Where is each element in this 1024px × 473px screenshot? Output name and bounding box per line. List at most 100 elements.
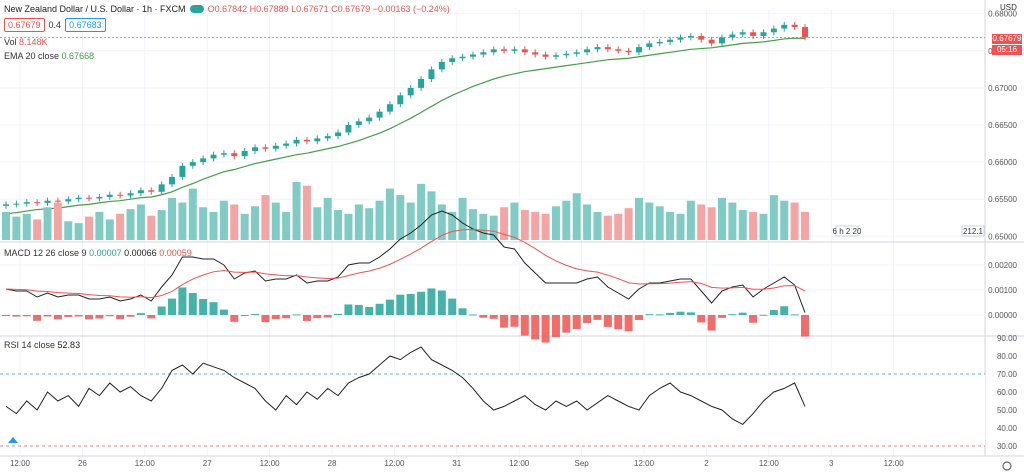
macd-hist-bar (344, 304, 353, 315)
macd-hist-bar (634, 315, 643, 321)
volume-bar (385, 188, 394, 240)
volume-bar (365, 208, 374, 240)
volume-bar (655, 206, 664, 240)
volume-bar (479, 213, 488, 240)
volume-bar (74, 223, 83, 240)
candle-body (137, 190, 144, 194)
macd-hist-bar (717, 315, 726, 318)
volume-bar (593, 211, 602, 240)
candle-body (366, 117, 373, 122)
candle-body (469, 54, 476, 57)
candle-body (314, 138, 321, 142)
macd-hist-bar (801, 315, 809, 337)
volume-bar (634, 197, 643, 240)
volume-bar (666, 211, 675, 240)
rsi-legend[interactable]: RSI 14 close 52.83 (4, 340, 81, 350)
volume-bar (551, 206, 560, 240)
macd-hist-bar (510, 315, 519, 327)
candle-body (428, 69, 435, 79)
candle-body (770, 28, 777, 33)
volume-legend[interactable]: Vol 8.148K (4, 37, 48, 47)
buy-price-button[interactable]: 0.67683 (65, 18, 106, 32)
candle-body (438, 61, 445, 70)
macd-hist-bar (85, 315, 94, 320)
candle-body (127, 193, 134, 196)
candle-body (86, 197, 93, 199)
symbol-title[interactable]: New Zealand Dollar / U.S. Dollar · 1h · … (4, 4, 186, 14)
rsi-axis-label: 30.00 (997, 442, 1018, 451)
candle-body (521, 49, 528, 53)
candle-body (272, 145, 279, 149)
time-axis-label: 3 (829, 459, 834, 468)
candle-body (210, 154, 217, 159)
macd-legend[interactable]: MACD 12 26 close 9 0.00007 0.00066 0.000… (4, 248, 192, 258)
candle-body (584, 49, 591, 53)
volume-bar (157, 210, 166, 240)
volume-bar (95, 211, 104, 240)
rsi-axis-label: 70.00 (997, 370, 1018, 379)
macd-hist-bar (759, 314, 768, 316)
candle-body (563, 53, 570, 56)
macd-hist-bar (251, 313, 260, 315)
macd-hist-bar (74, 315, 83, 317)
volume-bar (562, 200, 571, 240)
sell-price-button[interactable]: 0.67679 (4, 18, 45, 32)
volume-bar (707, 207, 716, 240)
signal-line (5, 229, 806, 299)
candle-body (625, 50, 632, 53)
candle-body (667, 39, 674, 42)
volume-bar (354, 204, 363, 240)
candle-body (708, 39, 715, 44)
macd-hist-bar (136, 313, 145, 315)
candle-body (345, 125, 352, 133)
candle-body (635, 47, 642, 53)
candle-body (418, 79, 425, 88)
volume-bar (531, 211, 540, 240)
volume-bar (489, 215, 498, 240)
volume-bar (261, 195, 270, 240)
chart-header: New Zealand Dollar / U.S. Dollar · 1h · … (4, 4, 450, 14)
candle-body (293, 139, 300, 144)
volume-bar (64, 221, 73, 240)
candle-body (335, 132, 342, 137)
candle-body (376, 111, 383, 118)
candle-body (802, 27, 808, 38)
macd-hist-bar (406, 293, 415, 315)
candle-body (96, 196, 103, 199)
volume-bar (22, 213, 31, 240)
candle-body (23, 202, 30, 204)
macd-hist-bar (479, 315, 488, 318)
volume-bar (468, 209, 477, 240)
price-axis-label: 0.68000 (988, 10, 1017, 19)
candle-body (677, 37, 684, 40)
time-axis-label: 12:00 (884, 459, 905, 468)
macd-hist-bar (22, 315, 31, 317)
macd-hist-bar (769, 310, 778, 315)
volume-bar (199, 207, 208, 240)
candle-body (646, 43, 653, 48)
volume-bar (188, 188, 197, 240)
bar-countdown-tag: 05:16 (992, 45, 1022, 55)
volume-bar (406, 202, 415, 240)
macd-axis-label: 0.00000 (988, 311, 1017, 320)
ema-legend[interactable]: EMA 20 close 0.67668 (4, 51, 95, 61)
macd-hist-bar (551, 315, 560, 338)
candle-body (386, 104, 393, 112)
volume-bar (728, 202, 737, 240)
macd-hist-bar (645, 314, 654, 316)
macd-hist-bar (209, 302, 218, 315)
volume-bar (168, 197, 177, 240)
volume-bar (583, 204, 592, 240)
ohlc-values: O0.67842 H0.67889 L0.67671 C0.67679 −0.0… (207, 4, 450, 14)
volume-bar (417, 183, 426, 240)
volume-bar (396, 195, 405, 240)
time-axis-label: 26 (78, 459, 87, 468)
settings-gear-icon[interactable] (1002, 461, 1012, 471)
macd-hist-bar (655, 314, 664, 316)
candle-body (397, 95, 404, 105)
volume-bar (53, 202, 62, 240)
volume-bar (209, 211, 218, 240)
volume-bar (780, 200, 789, 240)
macd-hist-bar (375, 303, 384, 315)
